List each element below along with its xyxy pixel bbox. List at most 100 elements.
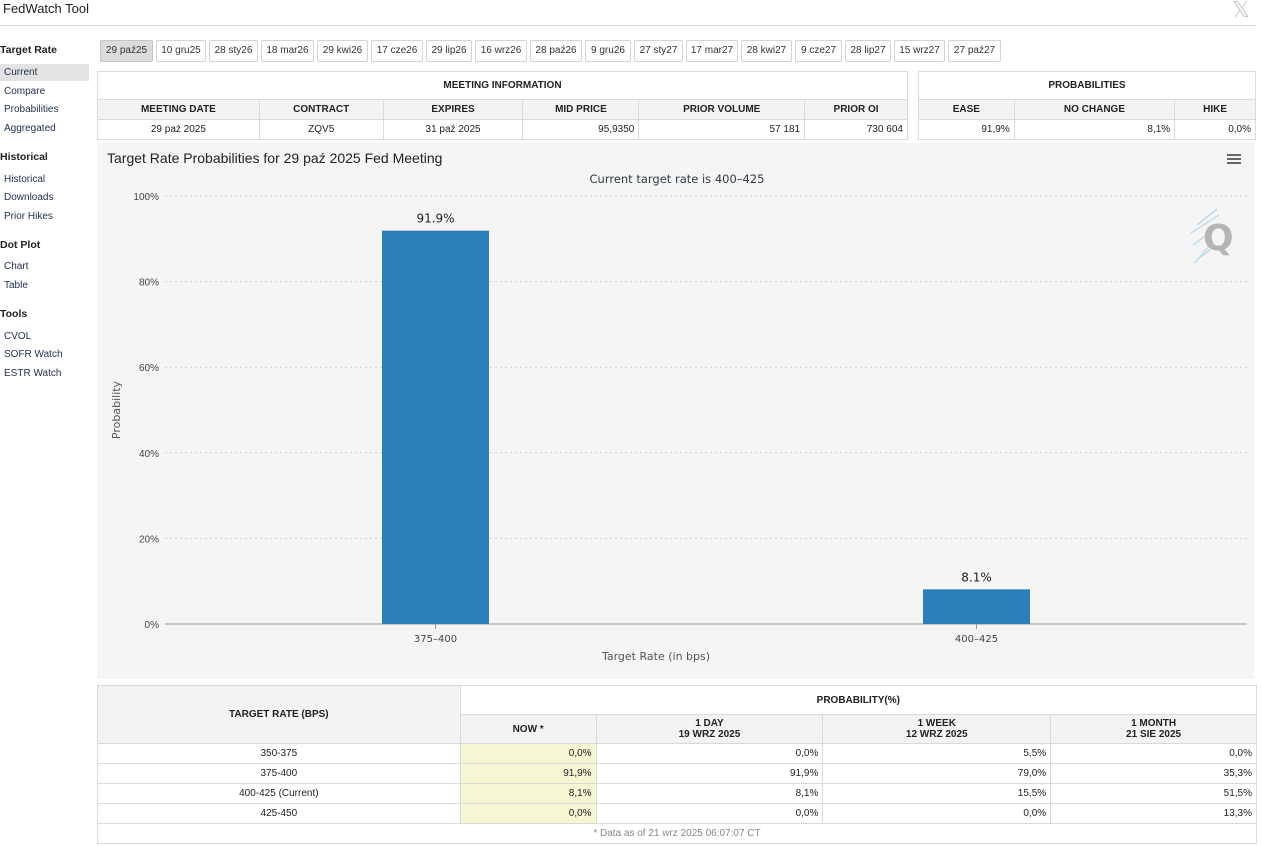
probability-header: PROBABILITY(%)	[459, 685, 1258, 715]
sidebar-section-tools: Tools	[0, 308, 28, 320]
sidebar-item-aggregated[interactable]: Aggregated	[4, 123, 56, 134]
tab-meeting[interactable]: 29 paź25	[100, 40, 153, 62]
column-header: CONTRACT	[258, 99, 384, 120]
tab-meeting[interactable]: 28 paź26	[530, 40, 582, 62]
y-tick-label: 100%	[133, 192, 159, 203]
mid-price-value: 95,9350	[522, 119, 640, 140]
value-cell: 13,3%	[1050, 803, 1257, 824]
probabilities-table: PROBABILITIES EASE NO CHANGE HIKE 91,9% …	[918, 71, 1256, 140]
data-label: 8.1%	[961, 570, 992, 584]
rate-cell: 400-425 (Current)	[97, 783, 461, 804]
probability-history-table: TARGET RATE (BPS) PROBABILITY(%) NOW * 1…	[97, 685, 1258, 844]
now-cell: 8,1%	[459, 783, 597, 804]
value-cell: 0,0%	[595, 743, 824, 764]
table-row: 375-400 91,9% 91,9% 79,0% 35,3%	[97, 763, 1257, 784]
month-column-header: 1 MONTH 21 SIE 2025	[1050, 714, 1257, 744]
x-tick-label: 400–425	[955, 634, 998, 645]
sidebar-item-current[interactable]: Current	[0, 64, 89, 81]
data-timestamp-footnote: * Data as of 21 wrz 2025 06:07:07 CT	[97, 823, 1257, 844]
value-cell: 8,1%	[595, 783, 824, 804]
column-date: 12 WRZ 2025	[905, 729, 968, 740]
tab-meeting[interactable]: 27 sty27	[634, 40, 683, 62]
column-header: MID PRICE	[522, 99, 640, 120]
sidebar-item-historical[interactable]: Historical	[4, 174, 46, 185]
tab-meeting[interactable]: 10 gru25	[156, 40, 206, 62]
probability-chart: 0% 20% 40% 60% 80% 100% 91.9% 375–400 8.1% 400–42…	[110, 192, 1247, 663]
rate-cell: 425-450	[97, 803, 461, 824]
sidebar-item-sofr-watch[interactable]: SOFR Watch	[4, 349, 63, 360]
sidebar-item-estr-watch[interactable]: ESTR Watch	[4, 368, 62, 379]
sidebar-section-dot-plot: Dot Plot	[0, 239, 41, 251]
target-rate-header: TARGET RATE (BPS)	[97, 685, 461, 744]
tab-meeting[interactable]: 28 lip27	[845, 40, 891, 62]
column-date: 21 SIE 2025	[1126, 729, 1182, 740]
now-column-header: NOW *	[459, 714, 597, 744]
value-cell: 0,0%	[822, 803, 1052, 824]
contract-value: ZQV5	[258, 119, 384, 140]
tab-meeting[interactable]: 29 lip26	[426, 40, 472, 62]
column-header: PRIOR OI	[804, 99, 908, 120]
rate-cell: 350-375	[97, 743, 461, 764]
tab-meeting[interactable]: 16 wrz26	[475, 40, 527, 62]
value-cell: 5,5%	[822, 743, 1052, 764]
app-title: FedWatch Tool	[3, 1, 89, 16]
column-date: 19 WRZ 2025	[678, 729, 741, 740]
tab-meeting[interactable]: 28 sty26	[209, 40, 258, 62]
prior-volume-value: 57 181	[638, 119, 806, 140]
y-tick-label: 40%	[139, 449, 159, 460]
svg-text:Q: Q	[1203, 218, 1234, 259]
tab-meeting[interactable]: 28 kwi27	[741, 40, 792, 62]
sidebar-item-cvol[interactable]: CVOL	[4, 331, 32, 342]
sidebar-item-compare[interactable]: Compare	[4, 86, 46, 97]
column-header: EXPIRES	[382, 99, 524, 120]
bar	[382, 230, 489, 624]
tab-meeting[interactable]: 9 cze27	[795, 40, 842, 62]
column-header: PRIOR VOLUME	[638, 99, 806, 120]
column-title: 1 MONTH	[1131, 718, 1177, 729]
column-header: EASE	[918, 99, 1015, 120]
chart-panel: 0% 20% 40% 60% 80% 100% 91.9% 375–400 8.1% 400–42…	[97, 143, 1254, 679]
tab-meeting[interactable]: 15 wrz27	[894, 40, 945, 62]
column-title: 1 DAY	[695, 718, 724, 729]
tab-meeting[interactable]: 17 mar27	[686, 40, 738, 62]
sidebar-item-downloads[interactable]: Downloads	[4, 192, 54, 203]
column-header: NO CHANGE	[1013, 99, 1176, 120]
tab-meeting[interactable]: 17 cze26	[371, 40, 423, 62]
tab-meeting[interactable]: 29 kwi26	[317, 40, 368, 62]
column-title: NOW *	[512, 723, 544, 735]
chart-title: Target Rate Probabilities for 29 paź 202…	[107, 150, 443, 166]
prior-oi-value: 730 604	[804, 119, 908, 140]
value-cell: 0,0%	[1050, 743, 1257, 764]
no-change-value: 8,1%	[1013, 119, 1176, 140]
rate-cell: 375-400	[97, 763, 461, 784]
chart-menu-icon[interactable]	[1227, 154, 1241, 166]
sidebar-item-prior-hikes[interactable]: Prior Hikes	[4, 211, 53, 222]
tab-meeting[interactable]: 27 paź27	[948, 40, 1001, 62]
sidebar-section-target-rate: Target Rate	[0, 44, 57, 56]
tab-meeting[interactable]: 18 mar26	[261, 40, 314, 62]
quikstrike-logo-icon: Q	[1190, 208, 1234, 264]
meeting-info-title: MEETING INFORMATION	[97, 71, 908, 100]
column-header: MEETING DATE	[97, 99, 260, 120]
close-icon[interactable]: 𝕏	[1232, 0, 1250, 22]
hike-value: 0,0%	[1174, 119, 1256, 140]
sidebar-section-historical: Historical	[0, 151, 48, 163]
value-cell: 15,5%	[822, 783, 1052, 804]
y-tick-label: 20%	[139, 534, 159, 545]
sidebar-item-probabilities[interactable]: Probabilities	[4, 104, 59, 115]
column-header: HIKE	[1174, 99, 1256, 120]
x-axis-title: Target Rate (in bps)	[601, 650, 710, 663]
data-label: 91.9%	[416, 212, 454, 226]
sidebar-item-chart[interactable]: Chart	[4, 261, 29, 272]
week-column-header: 1 WEEK 12 WRZ 2025	[822, 714, 1052, 744]
table-row: 350-375 0,0% 0,0% 5,5% 0,0%	[97, 743, 1257, 764]
chart-subtitle: Current target rate is 400–425	[589, 172, 765, 186]
value-cell: 0,0%	[595, 803, 824, 824]
sidebar-item-table[interactable]: Table	[4, 280, 28, 291]
tab-meeting[interactable]: 9 gru26	[585, 40, 631, 62]
y-tick-label: 80%	[139, 278, 159, 289]
expires-value: 31 paź 2025	[382, 119, 524, 140]
value-cell: 35,3%	[1050, 763, 1257, 784]
title-bar: FedWatch Tool 𝕏	[0, 0, 1256, 26]
day-column-header: 1 DAY 19 WRZ 2025	[595, 714, 824, 744]
